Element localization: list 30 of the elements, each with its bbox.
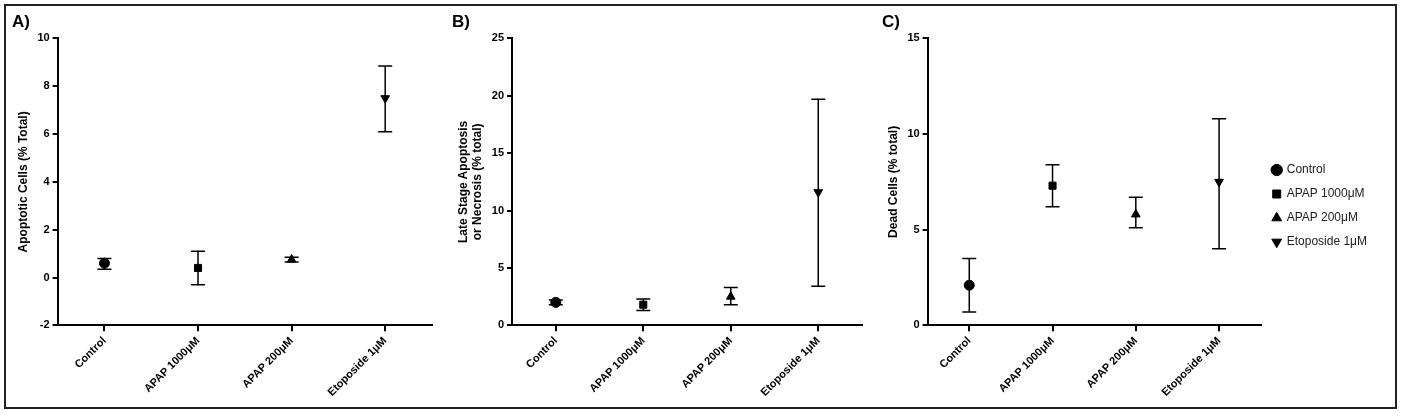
chart-title: B) — [452, 11, 470, 31]
y-tick-label: 0 — [913, 318, 920, 331]
y-axis-title: Dead Cells (% total) — [885, 125, 900, 238]
y-tick-label: 15 — [491, 146, 505, 159]
y-tick-label: 0 — [497, 318, 505, 331]
legend-label: APAP 200μM — [1286, 210, 1358, 225]
point — [963, 279, 975, 291]
legend-label: Control — [1286, 162, 1326, 177]
chart-title: C) — [882, 11, 900, 31]
chart-title: A) — [12, 11, 30, 31]
y-tick-label: 25 — [491, 31, 505, 44]
y-axis-title: Late Stage Apoptosis or Necrosis (% total) — [455, 120, 484, 243]
y-tick-label: -2 — [39, 318, 50, 331]
legend-label: APAP 1000μM — [1286, 186, 1365, 201]
y-tick-label: 10 — [37, 31, 50, 44]
y-tick-label: 15 — [907, 31, 920, 44]
y-tick-label: 20 — [491, 88, 505, 101]
legend-label: Etoposide 1μM — [1286, 234, 1368, 249]
y-tick-label: 6 — [43, 127, 50, 140]
y-tick-label: 10 — [907, 127, 920, 140]
y-tick-label: 4 — [43, 174, 51, 187]
point — [1048, 181, 1057, 190]
point — [813, 189, 824, 198]
y-tick-label: 10 — [491, 203, 505, 216]
y-tick-label: 0 — [43, 270, 50, 283]
y-tick-label: 5 — [913, 222, 920, 235]
y-axis-title: Apoptotic Cells (% Total) — [15, 111, 30, 253]
y-tick-label: 8 — [43, 79, 50, 92]
y-tick-label: 5 — [497, 260, 505, 273]
y-tick-label: 2 — [43, 222, 50, 235]
